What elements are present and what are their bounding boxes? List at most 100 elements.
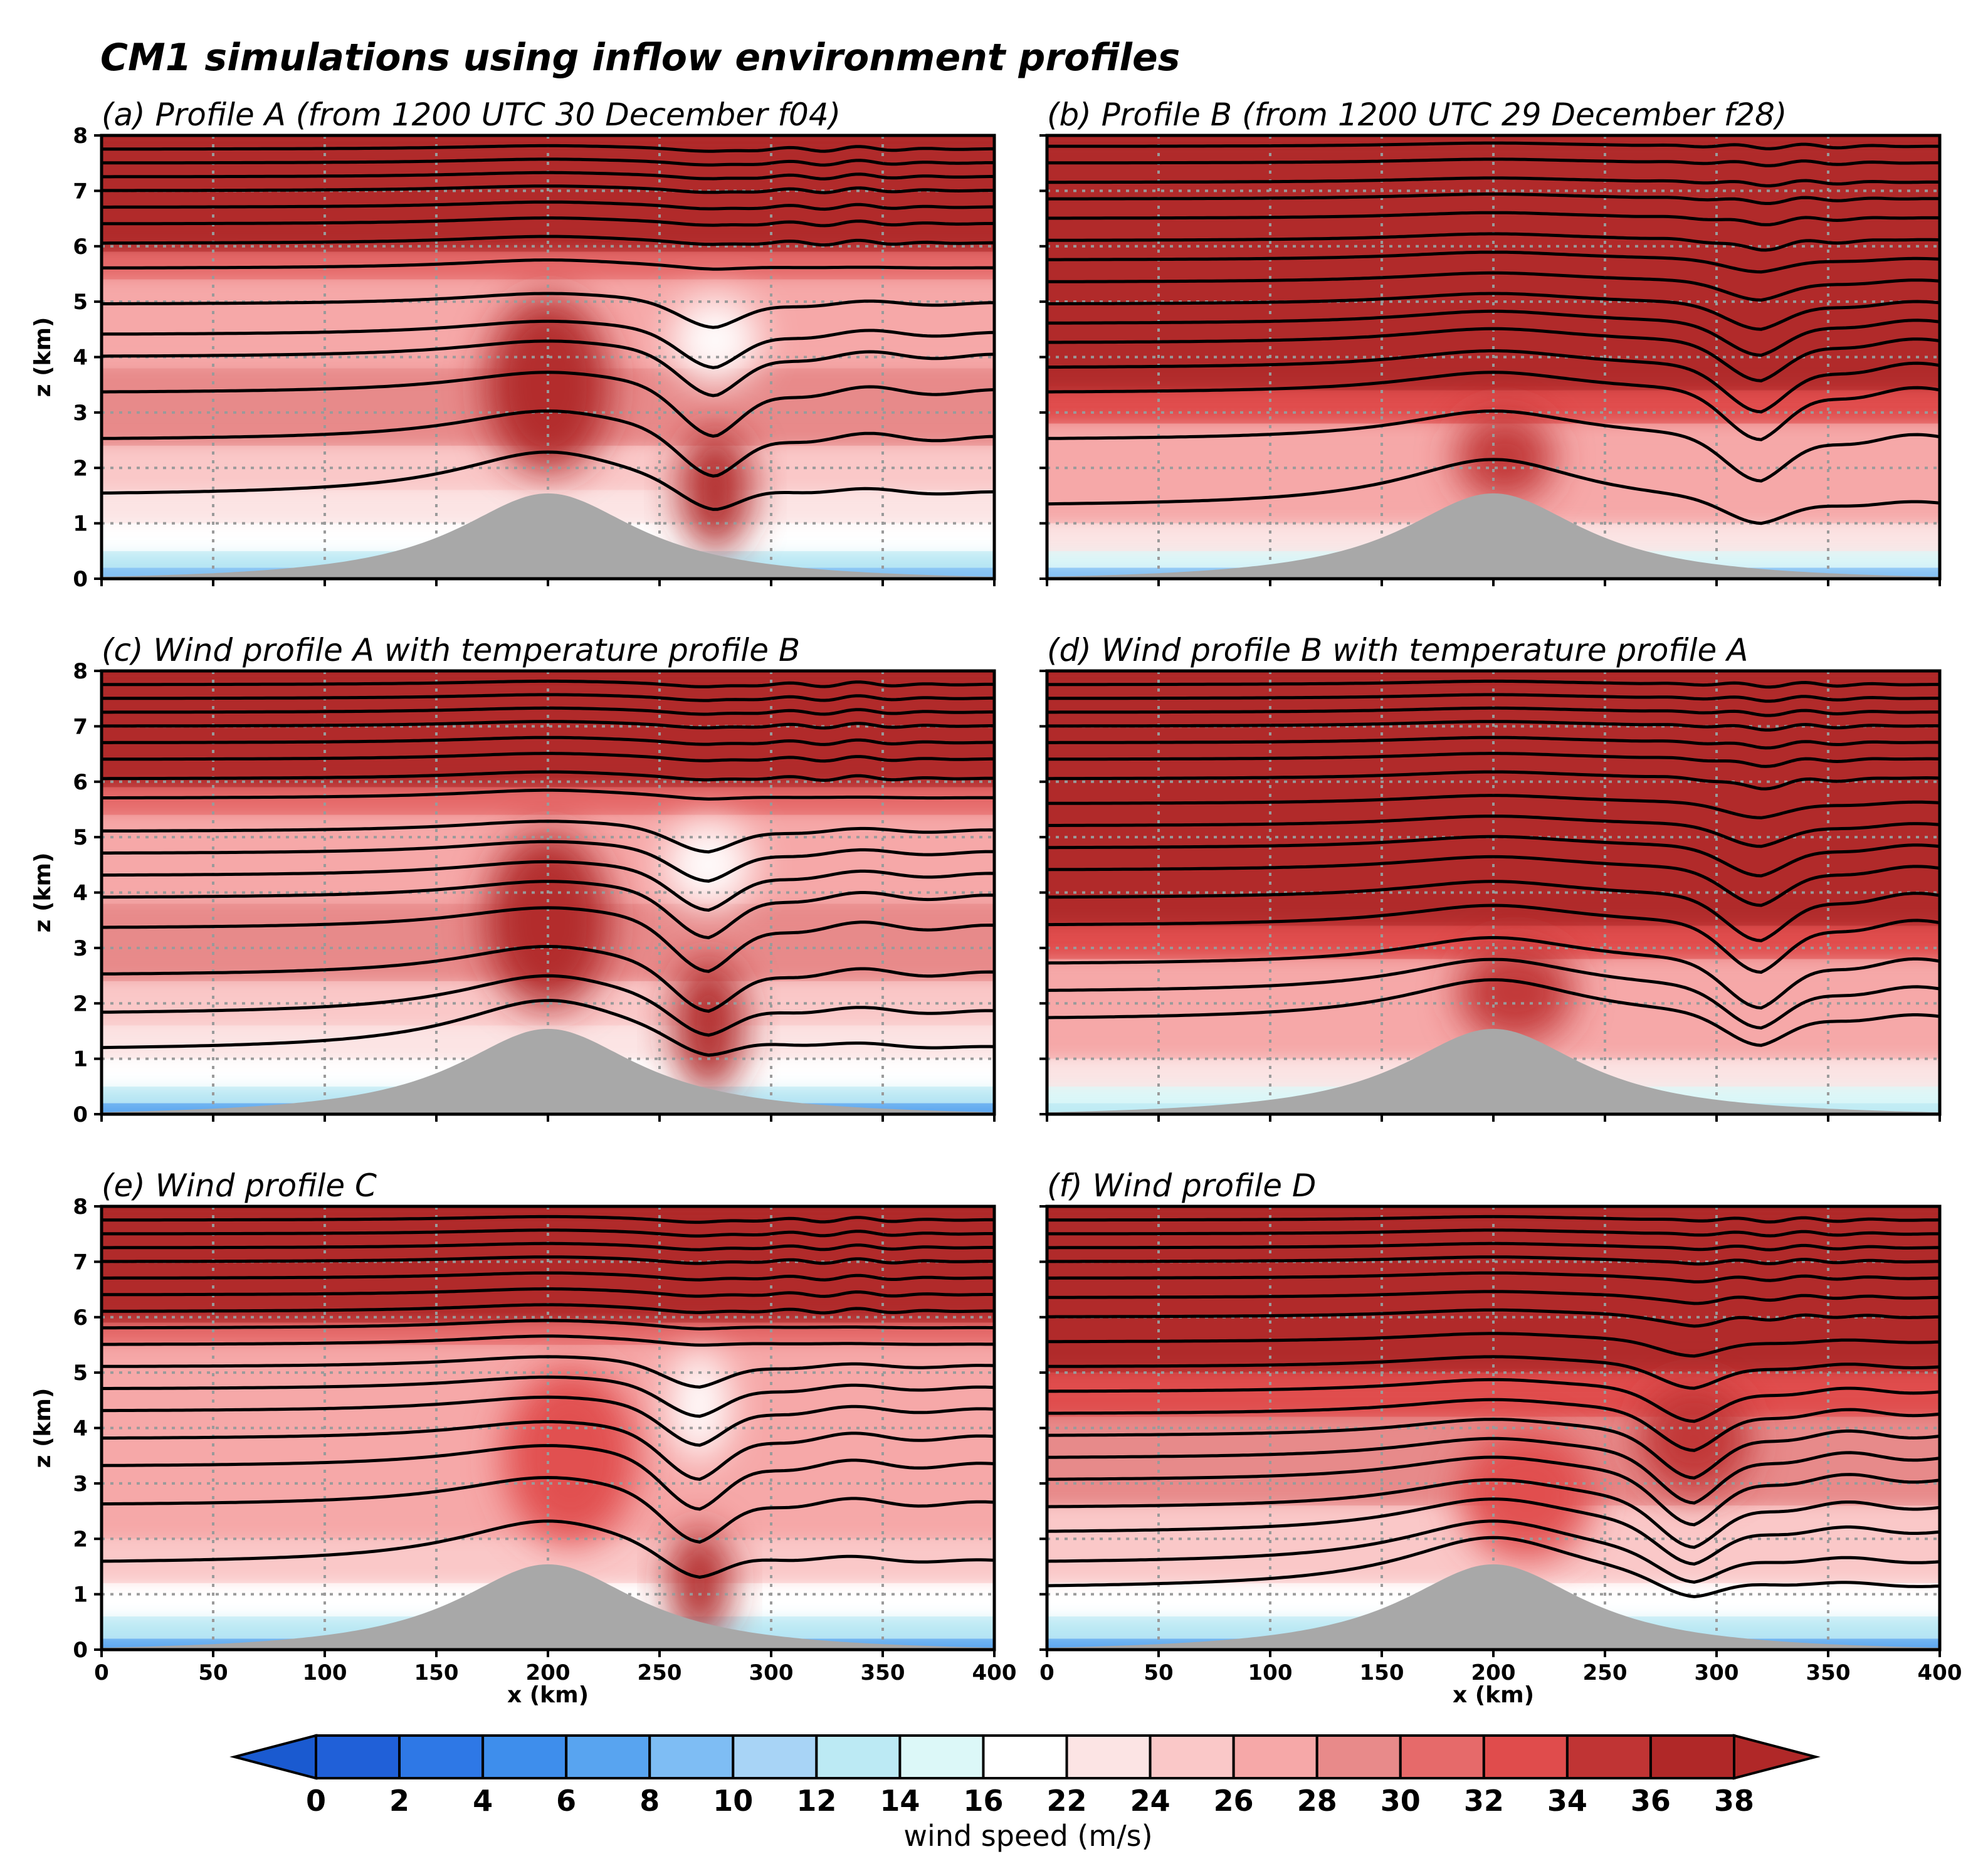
y-tick-label: 0 (73, 1102, 88, 1127)
isentropes (1047, 1215, 1940, 1599)
isentrope-line (102, 974, 994, 1037)
wind-jet-core (485, 296, 611, 474)
isentrope-line (102, 157, 994, 167)
isentrope-line (102, 450, 994, 511)
isentrope-line (1047, 409, 1940, 483)
colorbar-tick-label: 14 (880, 1784, 920, 1818)
wind-layer-soft (102, 1210, 994, 1319)
colorbar-tick-label: 26 (1214, 1784, 1254, 1818)
isentrope-line (1047, 735, 1940, 750)
isentrope-line (102, 200, 994, 211)
panel-e: (e) Wind profile C0 50 100 150 200 250 300 350 4… (30, 1167, 1017, 1708)
isentrope-line (102, 258, 994, 271)
x-tick-label: 400 (972, 1660, 1017, 1685)
x-tick-label: 200 (526, 1660, 571, 1685)
isentrope-line (1047, 1271, 1940, 1283)
wind-layer-soft (1047, 1376, 1940, 1413)
isentrope-line (1047, 327, 1940, 382)
colorbar-box (1149, 1734, 1235, 1779)
colorbar: 0 2 4 6 8 10 12 14 16 22 24 26 28 30 32 34 36 38 wind spe… (229, 1734, 1821, 1853)
y-tick-label: 2 (73, 1527, 88, 1552)
colorbar-box (481, 1734, 568, 1779)
isentrope-line (102, 1519, 994, 1579)
isentrope-line (1047, 309, 1940, 357)
colorbar-tick-label: 28 (1297, 1784, 1337, 1818)
isentrope-line (1047, 720, 1940, 732)
colorbar-box (815, 1734, 902, 1779)
colorbar-box (1482, 1734, 1569, 1779)
isentrope-line (102, 788, 994, 801)
x-tick-label: 50 (1144, 1660, 1173, 1685)
y-tick-label: 1 (73, 1047, 88, 1072)
isentropes (102, 144, 994, 511)
wind-jet-core (1458, 942, 1574, 1043)
isentrope-line (1047, 232, 1940, 252)
axes (1039, 134, 1941, 586)
isentrope-line (1047, 1497, 1940, 1566)
isentrope-line (102, 720, 994, 730)
wind-jet-core (680, 429, 751, 551)
terrain (1047, 1028, 1940, 1114)
x-tick-label: 150 (414, 1660, 459, 1685)
isentrope-line (1047, 835, 1940, 878)
x-tick-label: 350 (1806, 1660, 1851, 1685)
plot-area (102, 671, 994, 1114)
wind-jet-core (668, 1527, 731, 1639)
panel-f: (f) Wind profile D 0 50 100 150 200 250 300 350 4… (1039, 1167, 1962, 1708)
y-tick-label: 4 (73, 881, 88, 906)
isentrope-line (102, 216, 994, 228)
colorbar-box (982, 1734, 1068, 1779)
isentrope-line (102, 1228, 994, 1238)
isentrope-line (102, 319, 994, 369)
isentrope-line (1047, 1519, 1940, 1584)
x-tick-label: 250 (1583, 1660, 1628, 1685)
colorbar-tick-label: 0 (306, 1784, 326, 1818)
y-axis-label: z (km) (30, 317, 56, 398)
isentrope-line (102, 234, 994, 247)
isentrope-line (1047, 814, 1940, 848)
colorbar-tick-label: 4 (473, 1784, 493, 1818)
grid (102, 135, 994, 579)
y-tick-label: 7 (73, 179, 88, 204)
isentrope-line (1047, 1355, 1940, 1390)
isentrope-line (102, 706, 994, 716)
y-tick-label: 6 (73, 234, 88, 260)
isentrope-line (102, 1271, 994, 1282)
plot-area (102, 1206, 994, 1650)
x-tick-label: 400 (1918, 1660, 1962, 1685)
isentrope-line (1047, 1478, 1940, 1549)
isentrope-line (1047, 211, 1940, 226)
isentrope-line (1047, 141, 1940, 150)
panel-title: (b) Profile B (from 1200 UTC 29 December… (1047, 97, 1787, 133)
colorbar-label: wind speed (m/s) (903, 1819, 1152, 1853)
isentrope-line (1047, 1455, 1940, 1527)
plot-area (1047, 671, 1940, 1114)
colorbar-boxes (229, 1734, 1821, 1780)
colorbar-tick-label: 22 (1047, 1784, 1087, 1818)
isentrope-line (1047, 1241, 1940, 1252)
isentrope-line (102, 998, 994, 1057)
isentrope-line (1047, 957, 1940, 1030)
y-tick-label: 8 (73, 124, 88, 149)
axes: 0 1 2 3 4 5 6 7 8 z (km) (30, 124, 996, 592)
colorbar-tick-label: 6 (556, 1784, 576, 1818)
colorbar-tick-label: 38 (1714, 1784, 1754, 1818)
isentrope-line (1047, 349, 1940, 414)
panel-title: (c) Wind profile A with temperature prof… (102, 632, 800, 668)
isentrope-line (1047, 770, 1940, 791)
colorbar-box (732, 1734, 818, 1779)
isentrope-line (102, 1444, 994, 1511)
colorbar-over-arrow (1733, 1734, 1821, 1780)
panels: (a) Profile A (from 1200 UTC 30 December… (30, 97, 1962, 1708)
y-tick-label: 8 (73, 1194, 88, 1220)
y-tick-label: 5 (73, 825, 88, 850)
isentrope-line (102, 1355, 994, 1389)
colorbar-box (565, 1734, 651, 1779)
y-tick-label: 1 (73, 512, 88, 537)
wind-minimum (668, 1350, 731, 1462)
terrain (102, 1028, 994, 1114)
isentrope-line (102, 144, 994, 153)
isentrope-line (102, 840, 994, 883)
isentrope-line (102, 880, 994, 940)
colorbar-tick-label: 34 (1547, 1784, 1587, 1818)
